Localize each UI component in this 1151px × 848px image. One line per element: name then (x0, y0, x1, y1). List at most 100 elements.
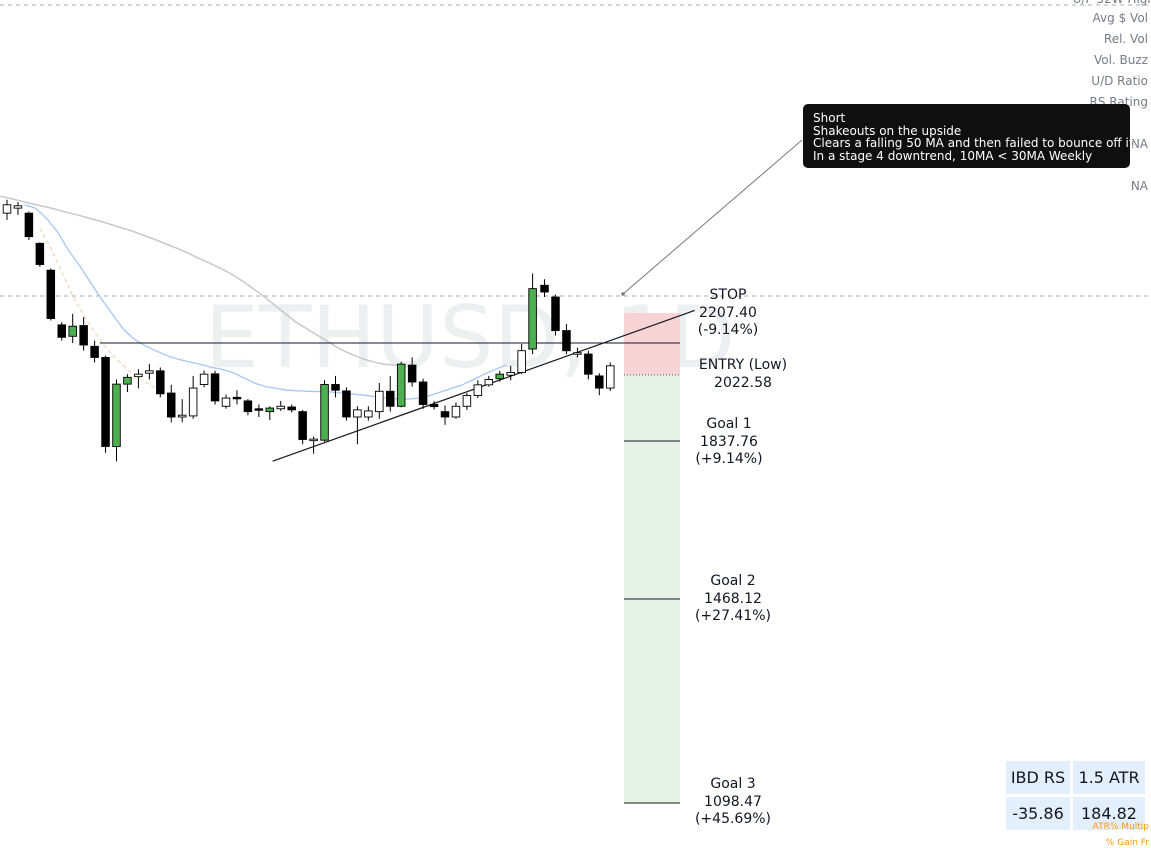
candle (134, 369, 143, 389)
candle (375, 383, 384, 419)
candle-body (440, 411, 450, 418)
candle (540, 279, 549, 298)
candle-body (177, 414, 187, 418)
candle (528, 273, 537, 355)
stats-header-row: IBD RS 1.5 ATR (1006, 761, 1145, 794)
candle-body (276, 405, 286, 410)
goal3-level-label: Goal 3 1098.47 (+45.69%) (694, 776, 772, 827)
candle-body (188, 387, 198, 417)
target-zone (624, 375, 680, 803)
candle-body (540, 284, 549, 293)
candle (595, 373, 604, 396)
candle-body (484, 379, 494, 386)
candle-body (364, 410, 373, 418)
ibd-rs-value: -35.86 (1006, 797, 1070, 830)
goal1-level-label: Goal 1 1837.76 (+9.14%) (695, 416, 763, 467)
candle-body (35, 242, 45, 265)
candle (35, 242, 45, 267)
side-label-high-partial: U/P 52W High (1073, 0, 1151, 6)
candle-body (265, 407, 275, 413)
candle-body (90, 345, 99, 358)
candle-body (199, 373, 209, 385)
candle-body (145, 370, 154, 374)
candle-body (429, 404, 439, 408)
candle (573, 347, 582, 358)
candle (265, 406, 275, 421)
annotation-callout[interactable]: Short Shakeouts on the upside Clears a f… (803, 104, 1137, 168)
candle (551, 294, 560, 336)
candle-body (595, 375, 604, 389)
candle-body (451, 405, 461, 418)
candle (309, 436, 318, 454)
candle (298, 409, 307, 445)
candle (484, 375, 494, 387)
candle (606, 362, 615, 391)
candle-body (407, 364, 417, 383)
ma-orange-line (39, 227, 161, 392)
candle (473, 380, 483, 399)
candle-body (551, 296, 560, 332)
stats-value-row: -35.86 184.82 (1006, 797, 1145, 830)
side-label-vol-buzz: Vol. Buzz (1093, 53, 1148, 67)
callout-line-1: Short (813, 111, 846, 125)
callout-pointer-line (622, 139, 803, 295)
atr-multiple-label: ATR% Multip (1092, 822, 1149, 832)
candle-body (506, 372, 515, 376)
candle-body (309, 438, 318, 442)
candle-body (287, 406, 296, 411)
candle-body (46, 269, 56, 319)
callout-line-4: In a stage 4 downtrend, 10MA < 30MA Week… (813, 148, 1093, 163)
candle-body (166, 392, 176, 418)
candle (156, 367, 165, 398)
side-label-na-1: NA (1130, 137, 1148, 151)
candle (495, 370, 505, 382)
candle (396, 361, 406, 408)
atr-header: 1.5 ATR (1073, 761, 1145, 794)
candle-body (2, 204, 12, 214)
candle-body (156, 370, 165, 395)
candle-body (331, 384, 340, 391)
candle (123, 374, 132, 392)
candle (24, 211, 34, 241)
candle (79, 317, 88, 351)
stop-level-label: STOP 2207.40 (-9.14%) (697, 287, 759, 338)
candle (232, 390, 242, 405)
candle-body (606, 365, 615, 389)
candle-body (386, 390, 395, 407)
side-label-rel-vol: Rel. Vol (1103, 32, 1148, 46)
candle (364, 406, 373, 421)
candle (320, 380, 329, 442)
candle (112, 379, 121, 462)
ma-slow-line (0, 195, 406, 367)
callout-anchor-dot (621, 292, 625, 296)
entry-level-label: ENTRY (Low) 2022.58 (698, 357, 788, 391)
candle (90, 340, 99, 363)
candle (254, 404, 264, 417)
candle (13, 202, 23, 215)
candle (199, 370, 209, 388)
candle (562, 323, 571, 355)
candle (2, 199, 12, 220)
candle-body (57, 324, 67, 338)
candle (101, 355, 110, 453)
candle (517, 343, 526, 375)
candle (418, 378, 428, 409)
candle-body (320, 384, 329, 441)
candle-body (79, 325, 88, 346)
candle-body (517, 350, 526, 373)
candle (451, 402, 461, 419)
candle-body (232, 396, 242, 400)
candle-body (396, 363, 406, 407)
candle (276, 400, 286, 411)
candle (407, 357, 417, 387)
candle-body (462, 395, 472, 407)
side-label-na-2: NA (1130, 179, 1148, 193)
candle (353, 406, 362, 445)
candle (462, 393, 472, 410)
candle-body (210, 373, 220, 402)
candle-body (13, 205, 23, 209)
candle (429, 400, 439, 410)
candle (57, 322, 67, 341)
candle-body (24, 212, 34, 238)
